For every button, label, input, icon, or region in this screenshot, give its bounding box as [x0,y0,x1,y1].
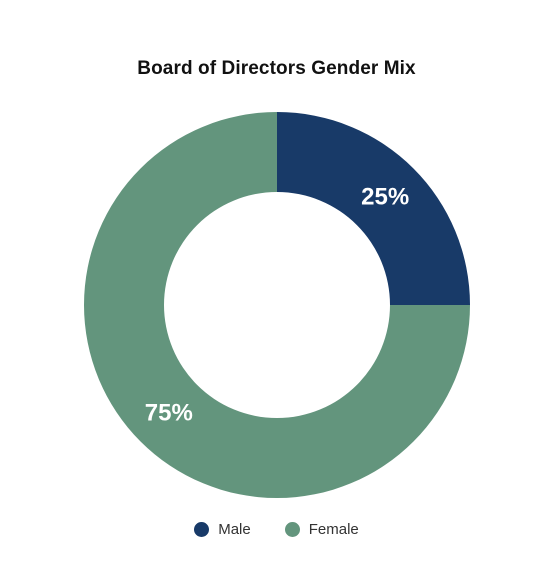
legend-swatch-male [194,522,210,537]
slice-label-male: 25% [361,183,409,210]
donut-slice-male[interactable] [277,112,470,305]
legend-item-male[interactable]: Male [194,521,251,538]
donut-slice-female[interactable] [84,112,470,498]
chart-title: Board of Directors Gender Mix [137,58,416,79]
slice-label-female: 75% [145,400,193,427]
chart-legend: Male Female [0,521,553,538]
legend-item-female[interactable]: Female [284,521,359,538]
legend-label-male: Male [218,521,251,538]
legend-label-female: Female [308,521,359,538]
legend-swatch-female [284,522,300,537]
